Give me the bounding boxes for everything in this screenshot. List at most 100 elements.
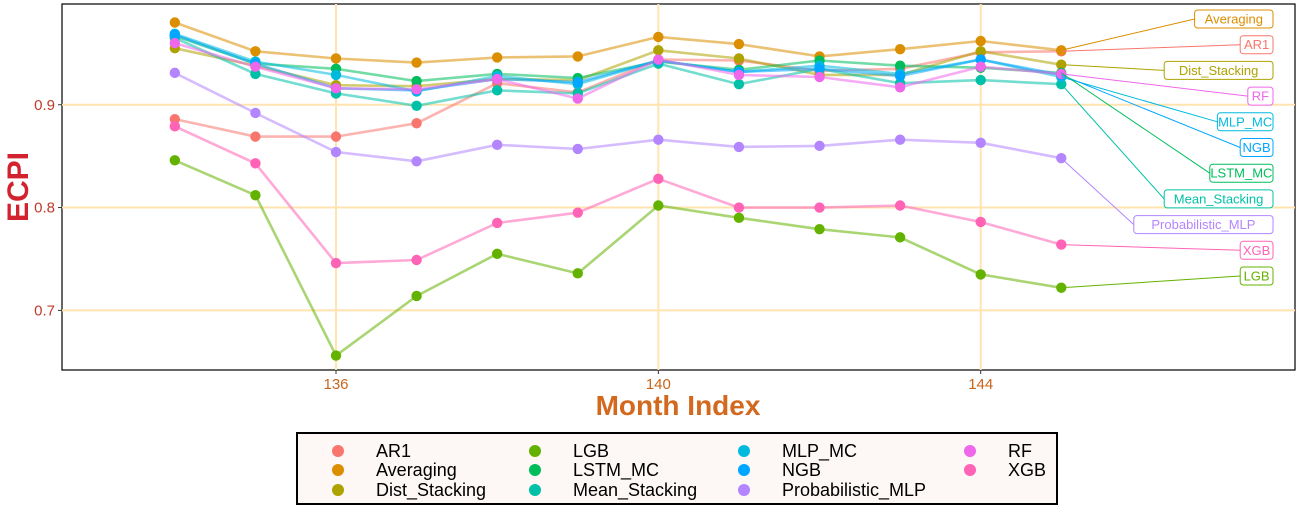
point-RF-138	[491, 73, 503, 85]
leader-Dist_Stacking	[1061, 64, 1165, 71]
y-axis-ticks: 0.7 0.8 0.9	[34, 97, 62, 319]
legend-label-AR1: AR1	[376, 441, 411, 461]
end-label-box-MLP_MC	[1216, 112, 1274, 132]
point-LGB-143	[894, 232, 906, 243]
point-XGB-137	[411, 254, 422, 266]
legend-key-XGB	[964, 464, 976, 476]
x-tick-label-136: 136	[323, 376, 348, 393]
legend-label-Dist_Stacking: Dist_Stacking	[376, 480, 486, 501]
x-tick-label-140: 140	[646, 376, 671, 393]
point-Averaging-143	[894, 44, 906, 55]
point-XGB-139	[572, 207, 583, 218]
end-label-Mean_Stacking: Mean_Stacking	[1174, 191, 1264, 206]
legend-key-AR1	[332, 445, 344, 457]
point-RF-142	[814, 71, 825, 83]
leader-AR1	[1061, 44, 1241, 52]
point-RF-137	[411, 84, 422, 95]
point-Averaging-139	[572, 51, 583, 62]
end-label-box-NGB	[1239, 138, 1274, 157]
series-lines	[174, 21, 1062, 357]
end-label-LGB: LGB	[1244, 269, 1270, 284]
end-label-box-LGB	[1239, 266, 1274, 286]
end-label-box-Mean_Stacking	[1163, 189, 1274, 209]
legend-label-Probabilistic_MLP: Probabilistic_MLP	[782, 480, 926, 501]
end-label-Dist_Stacking: Dist_Stacking	[1179, 63, 1258, 78]
series-points	[169, 17, 1067, 361]
legend-label-NGB: NGB	[782, 460, 821, 480]
end-label-Averaging: Averaging	[1205, 12, 1263, 27]
series-line-Averaging	[174, 21, 1062, 64]
point-Mean_Stacking-137	[411, 100, 422, 111]
point-Mean_Stacking-135	[250, 68, 261, 80]
point-NGB-142	[814, 63, 825, 74]
point-RF-144	[975, 61, 986, 72]
point-Probabilistic_MLP-137	[411, 156, 422, 167]
point-LGB-139	[572, 268, 583, 279]
point-Probabilistic_MLP-139	[572, 143, 583, 155]
point-Dist_Stacking-141	[733, 53, 745, 64]
leader-RF	[1061, 73, 1248, 97]
y-axis-title: ECPI	[2, 152, 35, 222]
legend-key-Probabilistic_MLP	[738, 484, 750, 496]
point-LSTM_MC-143	[894, 60, 906, 71]
series-line-RF	[174, 41, 1062, 100]
point-LGB-144	[975, 269, 986, 280]
point-LGB-135	[250, 190, 261, 201]
leader-LSTM_MC	[1061, 72, 1211, 174]
series-line-XGB	[174, 125, 1062, 265]
series-line-LGB	[174, 159, 1062, 357]
point-Probabilistic_MLP-138	[491, 139, 503, 151]
legend-label-LGB: LGB	[573, 441, 609, 461]
legend-box	[296, 432, 1058, 505]
point-Probabilistic_MLP-134	[169, 67, 181, 79]
point-Averaging-135	[250, 46, 261, 57]
point-AR1-135	[250, 131, 261, 142]
point-Mean_Stacking-141	[733, 78, 745, 90]
point-AR1-136	[330, 131, 342, 142]
legend-key-Dist_Stacking	[332, 484, 344, 496]
point-Probabilistic_MLP-136	[330, 146, 342, 158]
series-line-LSTM_MC	[174, 34, 1062, 83]
point-RF-136	[330, 83, 342, 94]
legend-key-MLP_MC	[738, 445, 750, 457]
point-Mean_Stacking-144	[975, 74, 986, 86]
end-label-box-Averaging	[1194, 9, 1274, 29]
x-axis-ticks: 136 140 144	[323, 370, 993, 393]
point-XGB-135	[250, 158, 261, 169]
legend-label-RF: RF	[1008, 441, 1032, 461]
legend-label-Mean_Stacking: Mean_Stacking	[573, 480, 697, 501]
label-leader-lines	[1060, 18, 1248, 289]
point-RF-134	[169, 37, 181, 49]
legend-key-Averaging	[332, 464, 344, 476]
point-XGB-141	[733, 202, 745, 213]
point-LGB-137	[411, 290, 422, 302]
point-Averaging-137	[411, 57, 422, 68]
point-LGB-134	[169, 155, 181, 166]
end-label-RF: RF	[1252, 89, 1269, 104]
point-RF-139	[572, 93, 583, 104]
point-AR1-137	[411, 118, 422, 129]
end-label-MLP_MC: MLP_MC	[1218, 114, 1272, 129]
point-XGB-143	[894, 200, 906, 211]
end-label-LSTM_MC: LSTM_MC	[1210, 166, 1272, 181]
end-label-box-RF	[1247, 86, 1274, 106]
point-Mean_Stacking-138	[491, 85, 503, 96]
point-Averaging-136	[330, 53, 342, 64]
legend-key-Mean_Stacking	[529, 484, 541, 496]
point-Averaging-144	[975, 35, 986, 47]
point-NGB-139	[572, 76, 583, 88]
leader-Mean_Stacking	[1060, 83, 1165, 200]
y-tick-label-0.8: 0.8	[34, 200, 55, 217]
point-Dist_Stacking-140	[653, 45, 664, 56]
point-Averaging-140	[653, 31, 664, 43]
legend-key-LSTM_MC	[529, 464, 541, 476]
end-label-box-XGB	[1239, 240, 1274, 260]
legend-label-LSTM_MC: LSTM_MC	[573, 460, 659, 481]
end-label-box-AR1	[1239, 35, 1274, 55]
point-LSTM_MC-137	[411, 75, 422, 87]
end-labels: Averaging AR1 Dist_Stacking RF MLP_MC NGB LSTM…	[1133, 9, 1274, 286]
point-LGB-142	[814, 223, 825, 235]
end-label-box-Dist_Stacking	[1163, 60, 1274, 80]
